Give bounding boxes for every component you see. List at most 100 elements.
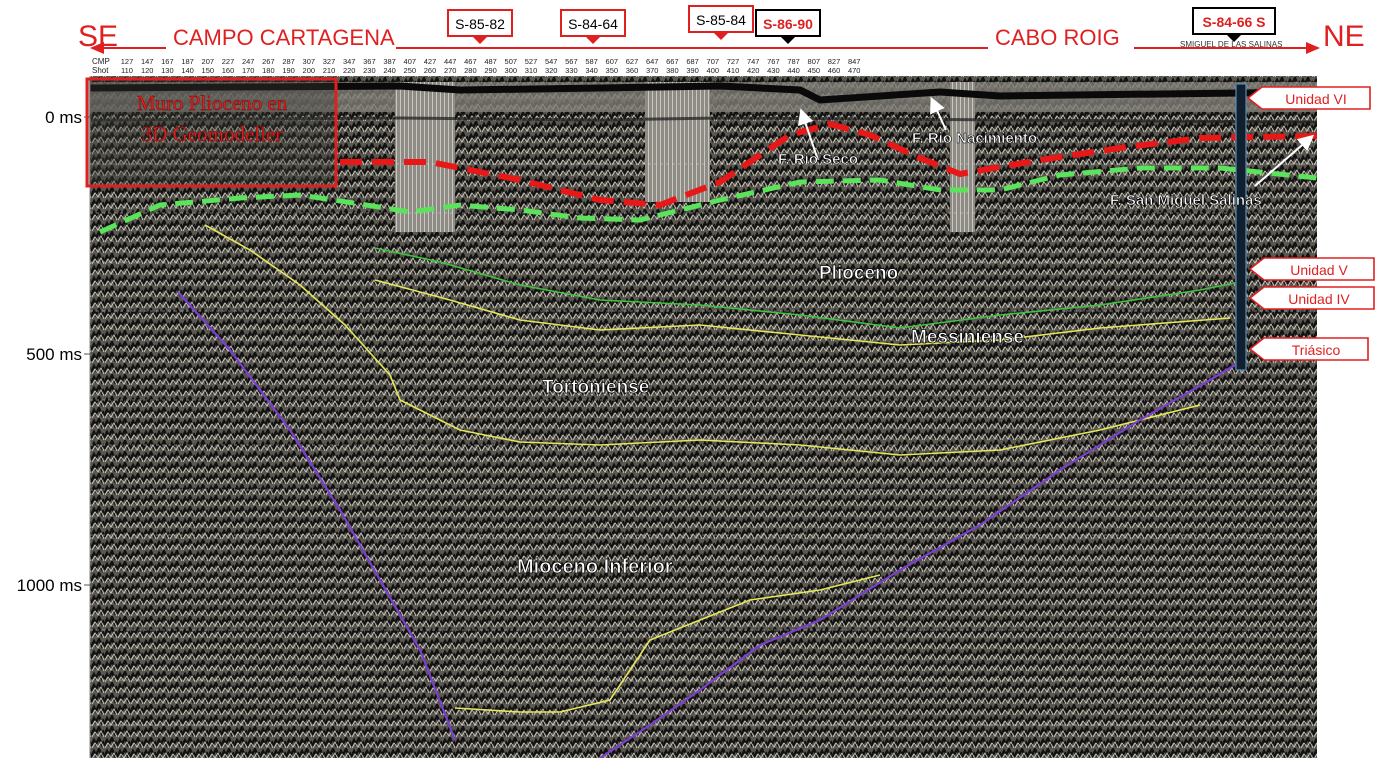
cmp-row-label: 607: [606, 57, 619, 66]
label-f-san-miguel-salinas: F. San Miguel Salinas: [1110, 192, 1262, 209]
svg-text:S-84-64: S-84-64: [568, 16, 618, 32]
cmp-row-label: 287: [282, 57, 295, 66]
dir-right: NE: [1323, 20, 1365, 53]
unit-tag-v: Unidad V: [1248, 257, 1375, 281]
shot-row-label: 440: [787, 66, 800, 75]
shot-row-label: 430: [767, 66, 780, 75]
shot-row-label: 130: [161, 66, 174, 75]
shot-row-label: 180: [262, 66, 275, 75]
cmp-row-label: 467: [464, 57, 477, 66]
shot-row-label: 310: [525, 66, 538, 75]
area-left: CAMPO CARTAGENA: [173, 25, 395, 50]
time-label-0: 0 ms: [45, 108, 82, 127]
well-tag-2: S-84-64: [560, 9, 626, 44]
cmp-row-label: 447: [444, 57, 457, 66]
svg-text:Unidad IV: Unidad IV: [1288, 291, 1350, 307]
cmp-row-label: 347: [343, 57, 356, 66]
area-right: CABO ROIG: [995, 25, 1120, 50]
shot-row-label: 230: [363, 66, 376, 75]
shot-row-label: 260: [424, 66, 437, 75]
shot-row-label: 390: [686, 66, 699, 75]
shot-row-label: 140: [181, 66, 194, 75]
cmp-row-label: 187: [181, 57, 194, 66]
purple-basement-left: [177, 291, 457, 741]
shot-row-label: 160: [222, 66, 235, 75]
cmp-row-label: 487: [484, 57, 497, 66]
shot-row-label: 360: [626, 66, 639, 75]
svg-text:Unidad V: Unidad V: [1290, 262, 1348, 278]
cmp-row-label: 827: [828, 57, 841, 66]
shot-row-label: 200: [303, 66, 316, 75]
cmp-tick-labels: 127 147 167 187 207 227 247 267 287 307 327 347 367 3…: [121, 57, 861, 66]
time-gridlines: [90, 163, 1317, 726]
cmp-row-label: 587: [585, 57, 598, 66]
cmp-row-label: 627: [626, 57, 639, 66]
cmp-row-label: 667: [666, 57, 679, 66]
cmp-label: CMP: [92, 57, 110, 66]
unit-tag-iv: Unidad IV: [1248, 286, 1375, 310]
label-messiniense: Messiniense: [911, 327, 1024, 348]
shot-row-label: 190: [282, 66, 295, 75]
shot-row-label: 250: [404, 66, 417, 75]
shot-row-label: 350: [606, 66, 619, 75]
label-tortoniense: Tortoniense: [542, 377, 649, 398]
green-horizon-solid: [374, 247, 1241, 329]
shot-row-label: 240: [383, 66, 396, 75]
callout-line-2: 3D Geomodeller: [142, 122, 283, 146]
shot-row-label: 300: [505, 66, 518, 75]
shot-row-label: 450: [808, 66, 821, 75]
cmp-row-label: 747: [747, 57, 760, 66]
shot-row-label: 120: [141, 66, 154, 75]
well-tag-1: S-85-82: [447, 9, 513, 44]
well-pole: [1235, 83, 1247, 371]
data-gap-3: [950, 82, 975, 232]
label-mioceno-inferior: Mioceno Inferior: [517, 556, 673, 578]
left-arrowhead-icon: [90, 42, 104, 54]
cmp-row-label: 127: [121, 57, 134, 66]
shot-row-label: 170: [242, 66, 255, 75]
seafloor-reflector: [89, 82, 1318, 104]
shot-row-label: 410: [727, 66, 740, 75]
shot-row-label: 110: [121, 66, 133, 75]
svg-text:Unidad VI: Unidad VI: [1285, 91, 1346, 107]
yellow-horizons: [204, 224, 1231, 713]
cmp-row-label: 767: [767, 57, 780, 66]
arrow-san-miguel: [1254, 134, 1315, 187]
time-axis: 0 ms 500 ms 1000 ms: [17, 76, 92, 758]
cmp-row-label: 807: [808, 57, 821, 66]
purple-basement-right: [599, 361, 1241, 759]
header-small-text: SMIGUEL DE LAS SALINAS: [1180, 40, 1282, 49]
shot-row-label: 150: [202, 66, 215, 75]
shot-row-label: 460: [828, 66, 841, 75]
dir-left: SE: [78, 20, 118, 53]
shot-row-label: 330: [565, 66, 578, 75]
cmp-row-label: 547: [545, 57, 558, 66]
cmp-row-label: 267: [262, 57, 275, 66]
shot-row-label: 470: [848, 66, 861, 75]
cmp-row-label: 507: [505, 57, 518, 66]
data-gap-2: [645, 82, 710, 202]
well-tag-3: S-85-84: [688, 5, 754, 40]
shot-row-label: 210: [323, 66, 336, 75]
callout-line-1: Muro Plioceno en: [137, 91, 288, 115]
cmp-row-label: 727: [727, 57, 740, 66]
cmp-row-label: 647: [646, 57, 659, 66]
cmp-row-label: 147: [141, 57, 154, 66]
cmp-row-label: 427: [424, 57, 437, 66]
cmp-row-label: 367: [363, 57, 376, 66]
cmp-row-label: 387: [383, 57, 396, 66]
cmp-row-label: 207: [202, 57, 215, 66]
shot-row-label: 280: [464, 66, 477, 75]
shot-row-label: 320: [545, 66, 558, 75]
cmp-row-label: 707: [707, 57, 720, 66]
right-area-bg: [988, 25, 1134, 49]
cmp-row-label: 327: [323, 57, 336, 66]
shot-row-label: 380: [666, 66, 679, 75]
cmp-row-label: 407: [404, 57, 417, 66]
time-label-1000: 1000 ms: [17, 576, 82, 595]
shot-row-label: 420: [747, 66, 760, 75]
shot-row-label: 400: [707, 66, 720, 75]
arrow-rio-nacimiento: [930, 96, 947, 131]
